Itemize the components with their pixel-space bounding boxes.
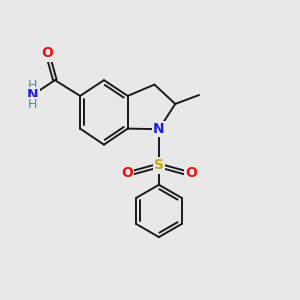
Text: N: N xyxy=(153,122,165,136)
Text: O: O xyxy=(121,166,133,180)
Text: O: O xyxy=(41,46,53,60)
Text: O: O xyxy=(185,166,197,180)
Text: H: H xyxy=(28,79,37,92)
Text: H: H xyxy=(28,98,37,111)
Text: S: S xyxy=(154,158,164,172)
Text: N: N xyxy=(27,88,38,102)
